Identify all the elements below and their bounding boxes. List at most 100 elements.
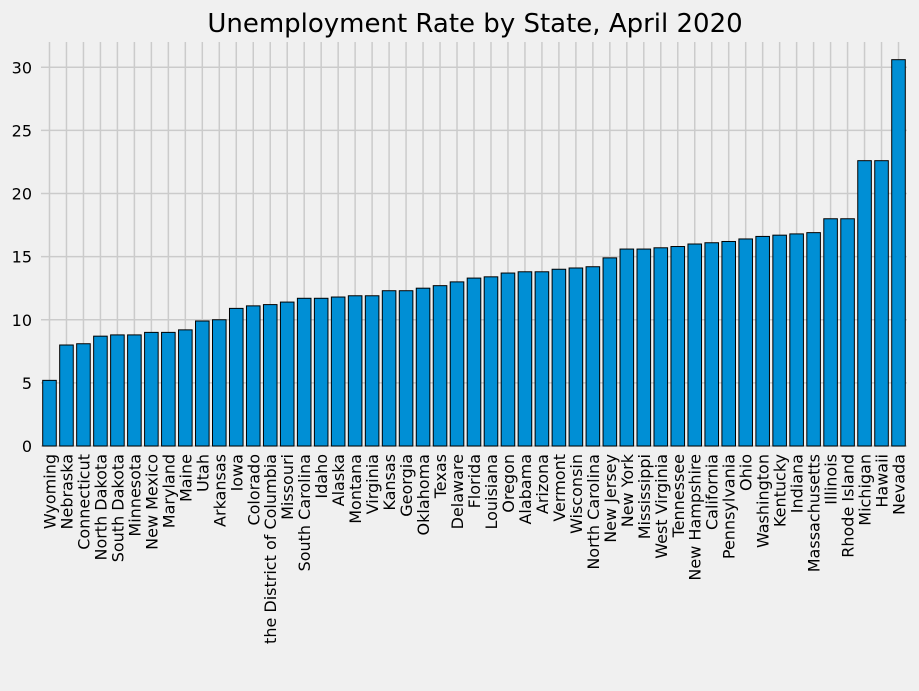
y-tick-label: 10 [12,311,32,330]
x-tick-label: New Hampshire [686,454,705,581]
bar-indiana [789,233,804,447]
bar-georgia [398,290,414,447]
bar-kansas [381,290,397,447]
x-tick-label: Florida [465,454,484,508]
bar-alaska [330,296,346,447]
x-tick-label: North Dakota [91,454,110,561]
bar-the-district-of-columbia [262,304,278,447]
x-tick-label: Maine [176,454,195,502]
bar-iowa [228,307,244,447]
bar-new-hampshire [687,243,703,447]
x-tick-label: New Mexico [142,454,161,550]
bar-kentucky [772,234,787,447]
x-tick-label: Arizona [533,454,552,514]
bar-delaware [449,281,465,447]
x-tick-label: Wyoming [40,454,59,529]
x-tick-label: Minnesota [125,454,144,537]
bar-west-virginia [653,247,669,447]
bar-illinois [823,218,838,447]
x-tick-label: South Carolina [295,454,314,571]
bar-idaho [313,297,329,447]
bar-nevada [891,59,906,447]
x-tick-label: Pennsylvania [720,454,739,559]
bar-montana [347,295,363,447]
x-tick-label: Maryland [159,454,178,528]
x-tick-label: Nevada [890,454,909,515]
x-tick-label: Washington [754,454,773,548]
x-tick-label: Wisconsin [567,454,586,534]
bar-virginia [364,295,380,447]
bar-oregon [500,272,516,447]
bar-rhode-island [840,218,855,447]
x-tick-label: Indiana [788,454,807,513]
y-tick-label: 5 [22,374,32,393]
bar-colorado [245,305,261,447]
x-tick-label: New York [618,453,637,527]
bar-california [704,242,720,447]
y-tick-label: 20 [12,185,32,204]
x-tick-label: Oregon [499,454,518,513]
bar-south-dakota [110,334,125,447]
x-tick-label: Colorado [244,454,263,526]
y-tick-label: 0 [22,437,32,456]
bar-oklahoma [415,287,431,447]
x-tick-label: Tennessee [669,454,688,538]
x-tick-label: Massachusetts [805,454,824,572]
bar-new-mexico [144,331,159,447]
x-tick-label: Hawaii [873,454,892,508]
x-tick-label: West Virginia [652,454,671,559]
bar-mississippi [636,248,652,447]
bar-utah [195,320,210,447]
bar-tennessee [670,246,686,447]
x-tick-label: New Jersey [601,454,620,543]
bar-maine [178,329,193,447]
y-tick-label: 25 [12,121,32,140]
bar-vermont [551,268,567,447]
x-tick-label: the District of Columbia [261,454,280,644]
bar-ohio [738,238,753,447]
x-tick-label: Virginia [363,454,382,514]
bar-nebraska [59,344,74,447]
x-tick-label: Texas [431,454,450,499]
x-tick-label: Rhode Island [839,454,858,558]
bar-louisiana [483,276,499,447]
x-tick-label: Arkansas [210,454,229,527]
x-tick-label: Oklahoma [414,454,433,535]
bar-missouri [279,301,295,447]
x-tick-label: Ohio [737,454,756,491]
x-tick-label: Missouri [278,454,297,520]
chart-title: Unemployment Rate by State, April 2020 [207,9,742,39]
bar-michigan [857,160,872,447]
x-tick-label: Utah [193,454,212,492]
bar-north-dakota [93,335,108,447]
bar-minnesota [127,334,142,447]
bar-washington [755,235,770,447]
bar-connecticut [76,343,91,447]
bar-wisconsin [568,267,584,447]
bar-north-carolina [585,266,601,447]
x-tick-label: Kentucky [771,454,790,527]
x-tick-label: Nebraska [57,454,76,529]
y-tick-label: 15 [12,248,32,267]
x-tick-label: Vermont [550,454,569,522]
bar-wyoming [42,379,57,447]
bar-new-jersey [602,257,618,447]
x-tick-label: Alabama [516,454,535,525]
bar-south-carolina [296,297,312,447]
x-tick-label: Montana [346,454,365,524]
y-tick-labels: 0 5 10 15 20 25 30 [12,58,32,456]
x-tick-label: Michigan [856,454,875,526]
x-tick-label: Georgia [397,454,416,517]
bar-florida [466,277,482,447]
bar-arizona [534,271,550,447]
bar-arkansas [212,319,227,447]
x-tick-label: North Carolina [584,454,603,570]
bar-massachusetts [806,232,821,447]
x-tick-label: Iowa [227,454,246,491]
bar-pennsylvania [721,240,736,447]
bars [42,59,906,447]
x-tick-label: Delaware [448,454,467,529]
x-tick-label: Kansas [380,454,399,511]
